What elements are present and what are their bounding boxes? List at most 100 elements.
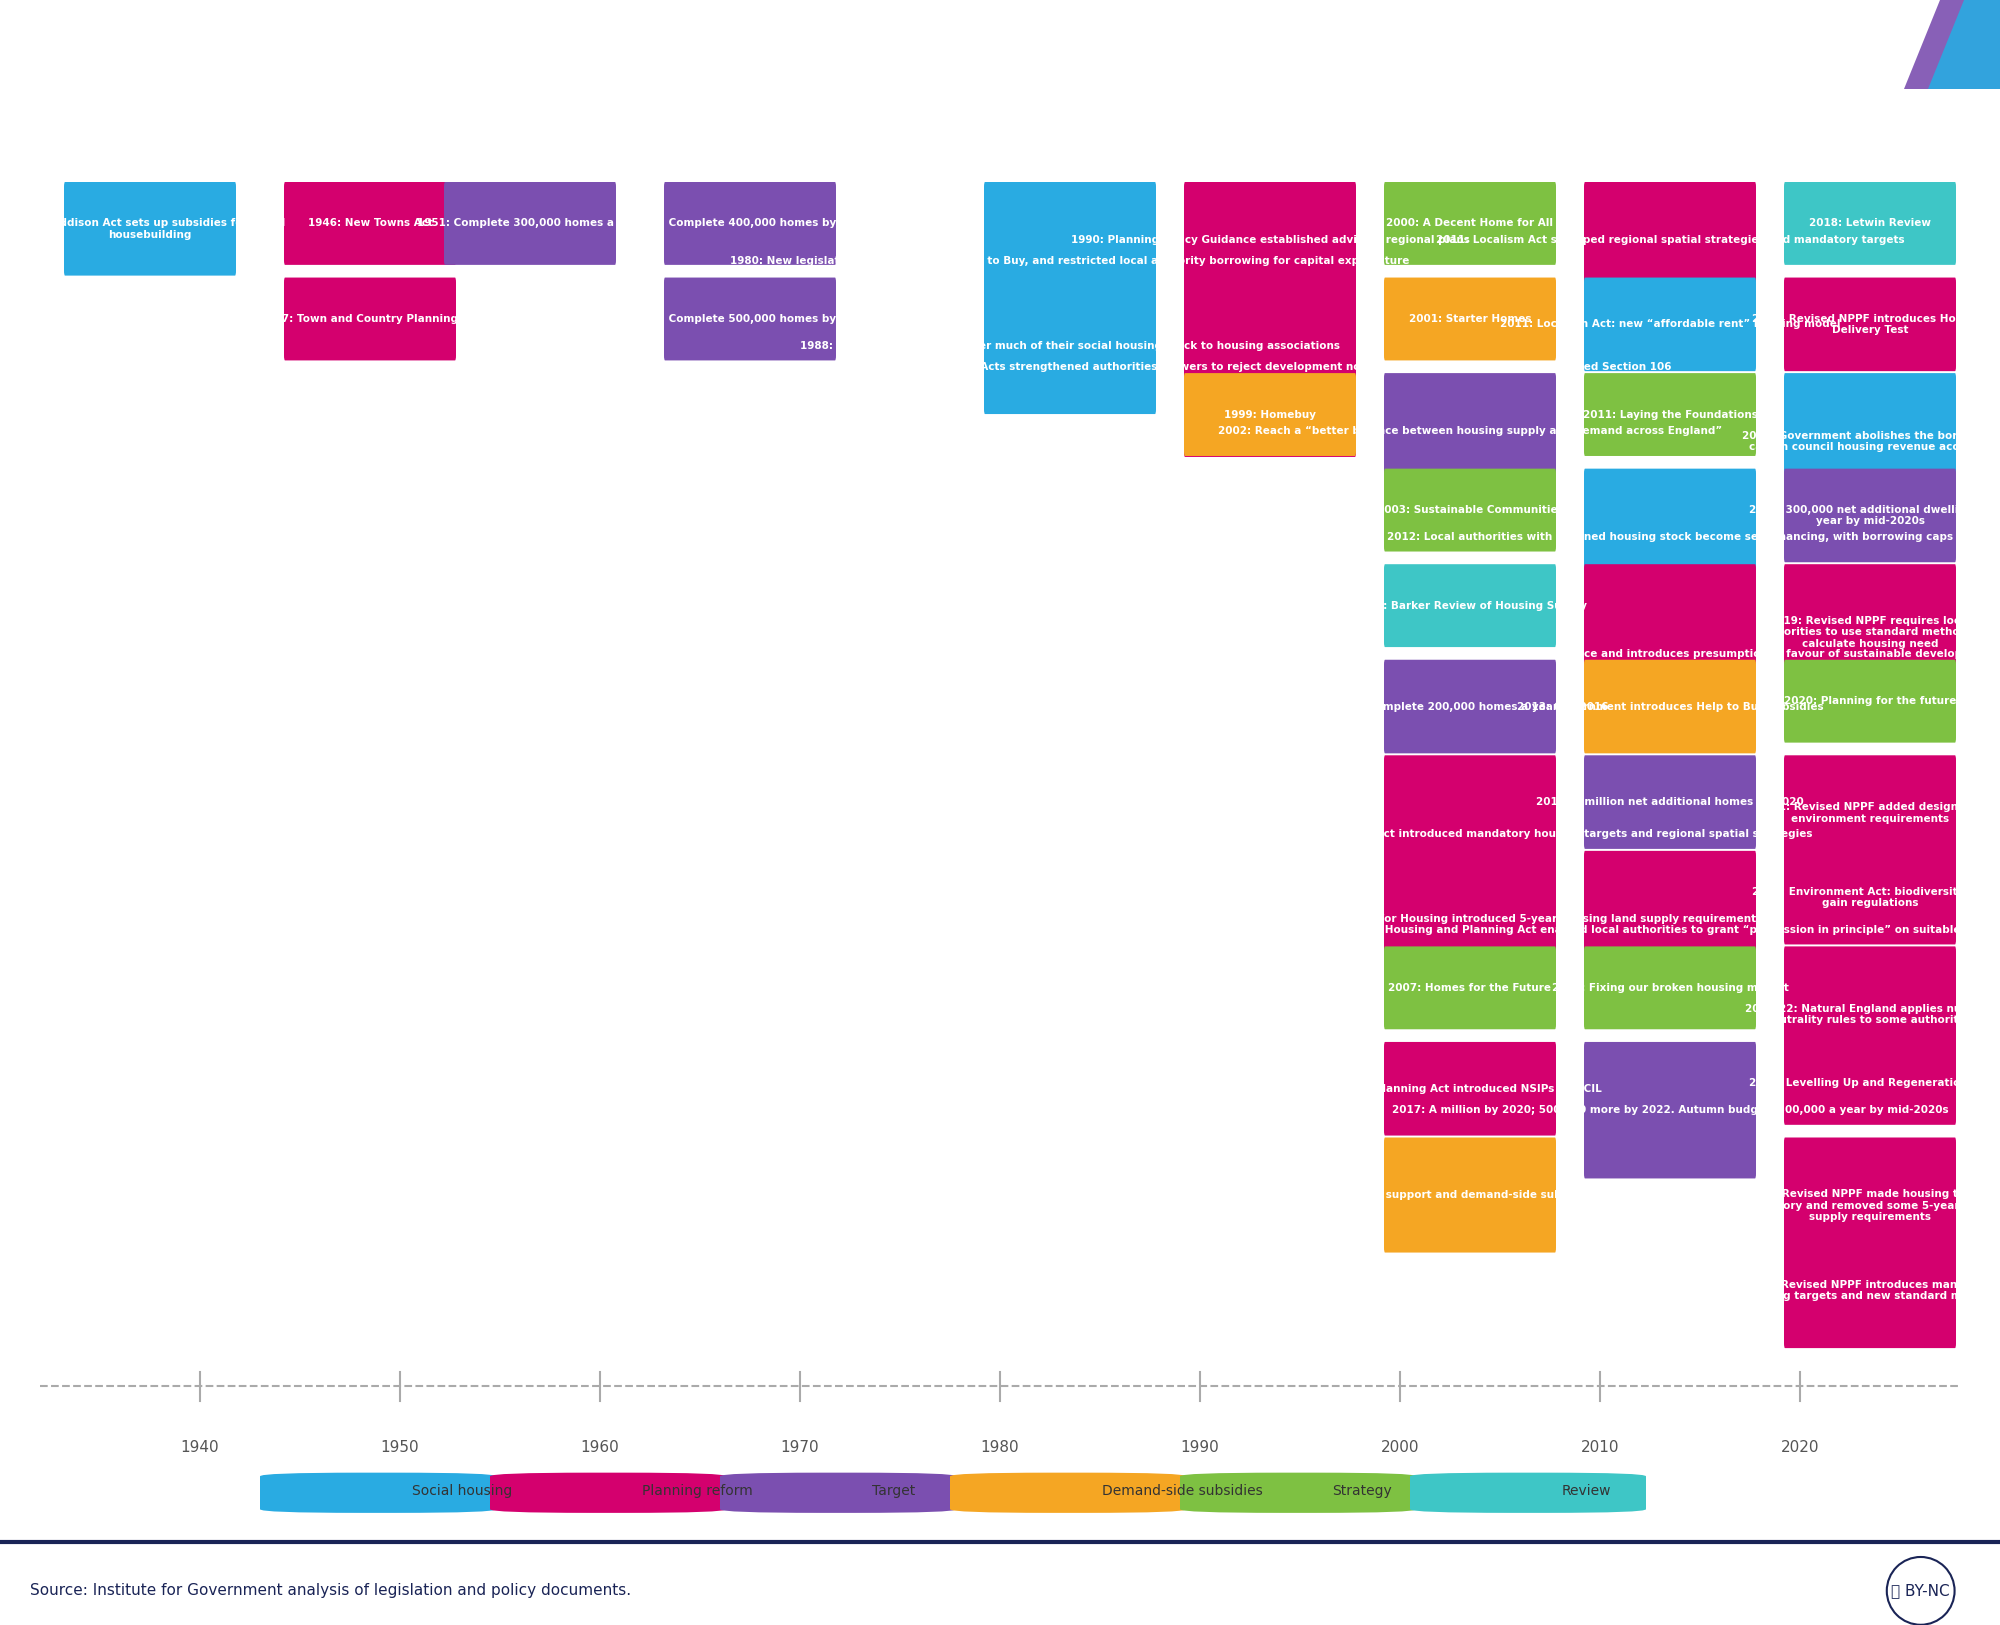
FancyBboxPatch shape: [1384, 564, 1556, 647]
Text: 2002: Reach a “better balance between housing supply and demand across England”: 2002: Reach a “better balance between ho…: [1218, 426, 1722, 436]
FancyBboxPatch shape: [444, 182, 616, 265]
Text: ⓒ BY-NC: ⓒ BY-NC: [1892, 1583, 1950, 1599]
Text: 2004: Barker Review of Housing Supply: 2004: Barker Review of Housing Supply: [1354, 601, 1586, 611]
FancyBboxPatch shape: [1784, 564, 1956, 700]
Text: 2019–22: Natural England applies nutrient neutrality rules to some authorities: 2019–22: Natural England applies nutrien…: [1746, 1004, 1994, 1025]
FancyBboxPatch shape: [1384, 182, 1556, 265]
FancyBboxPatch shape: [1784, 468, 1956, 562]
Text: 2020: Planning for the future: 2020: Planning for the future: [1784, 696, 1956, 707]
Text: 1966: Complete 500,000 homes by 1970: 1966: Complete 500,000 homes by 1970: [632, 314, 868, 323]
FancyBboxPatch shape: [1384, 660, 1556, 754]
Text: 2006: Planning Policy Statement for Housing introduced 5-year housing land suppl: 2006: Planning Policy Statement for Hous…: [1184, 915, 1756, 925]
Text: 2019: Revised NPPF requires local authorities to use standard method to calculat: 2019: Revised NPPF requires local author…: [1758, 616, 1984, 648]
FancyBboxPatch shape: [1784, 374, 1956, 510]
FancyBboxPatch shape: [1784, 182, 1956, 265]
FancyBboxPatch shape: [1784, 852, 1956, 944]
Text: 2021: Environment Act: biodiversity net gain regulations: 2021: Environment Act: biodiversity net …: [1752, 887, 1988, 908]
FancyBboxPatch shape: [1184, 182, 1356, 297]
Text: 1946: New Towns Act: 1946: New Towns Act: [308, 218, 432, 229]
FancyBboxPatch shape: [1584, 660, 1756, 754]
FancyBboxPatch shape: [1384, 374, 1556, 488]
FancyBboxPatch shape: [1184, 278, 1356, 457]
FancyBboxPatch shape: [1584, 1042, 1756, 1178]
Text: 1970: 1970: [780, 1440, 820, 1454]
FancyBboxPatch shape: [1784, 1138, 1956, 1274]
FancyBboxPatch shape: [284, 278, 456, 361]
Text: Target: Target: [872, 1484, 916, 1498]
FancyBboxPatch shape: [720, 1472, 956, 1513]
FancyBboxPatch shape: [1584, 468, 1756, 604]
Text: 2019: 300,000 net additional dwellings a year by mid-2020s: 2019: 300,000 net additional dwellings a…: [1750, 505, 1990, 526]
FancyBboxPatch shape: [1584, 182, 1756, 297]
Text: 2023: Revised NPPF made housing targets advisory and removed some 5-year land su: 2023: Revised NPPF made housing targets …: [1744, 1190, 1996, 1222]
FancyBboxPatch shape: [260, 1472, 496, 1513]
Text: 1990: Planning Policy Guidance established advisory regional plans: 1990: Planning Policy Guidance establish…: [1070, 234, 1470, 244]
Text: 1980: 1980: [980, 1440, 1020, 1454]
Text: IfG: IfG: [1882, 28, 1940, 62]
Text: 1940: 1940: [180, 1440, 220, 1454]
Text: 2017: Fixing our broken housing market: 2017: Fixing our broken housing market: [1552, 983, 1788, 993]
Text: 2021: Revised NPPF added design and environment requirements: 2021: Revised NPPF added design and envi…: [1756, 803, 1984, 824]
Text: Review: Review: [1562, 1484, 1612, 1498]
FancyBboxPatch shape: [284, 182, 456, 265]
FancyBboxPatch shape: [664, 278, 836, 361]
FancyBboxPatch shape: [490, 1472, 726, 1513]
FancyBboxPatch shape: [1384, 1042, 1556, 1136]
Text: 2012: Local authorities with retained housing stock become self-financing, with : 2012: Local authorities with retained ho…: [1386, 531, 1954, 541]
FancyBboxPatch shape: [1584, 374, 1756, 457]
Text: 1950: 1950: [380, 1440, 420, 1454]
Text: 2018: Letwin Review: 2018: Letwin Review: [1808, 218, 1932, 229]
FancyBboxPatch shape: [1784, 1233, 1956, 1349]
FancyBboxPatch shape: [1384, 468, 1556, 551]
Text: 2008: Post-crash mortgage support and demand-side subsidies for first time buyer: 2008: Post-crash mortgage support and de…: [1222, 1190, 1718, 1199]
FancyBboxPatch shape: [1784, 660, 1956, 743]
Text: 2010: 2010: [1580, 1440, 1620, 1454]
Text: 1999: Homebuy: 1999: Homebuy: [1224, 410, 1316, 419]
Text: 2004: Complete 200,000 homes a year by 2016: 2004: Complete 200,000 homes a year by 2…: [1332, 702, 1608, 712]
FancyBboxPatch shape: [1410, 1472, 1646, 1513]
FancyBboxPatch shape: [1180, 1472, 1416, 1513]
Text: 2017: A million by 2020; 500,000 more by 2022. Autumn budget: 300,000 a year by : 2017: A million by 2020; 500,000 more by…: [1392, 1105, 1948, 1115]
FancyBboxPatch shape: [1584, 852, 1756, 1009]
Text: Demand-side subsidies: Demand-side subsidies: [1102, 1484, 1262, 1498]
Text: 1960: 1960: [580, 1440, 620, 1454]
FancyBboxPatch shape: [950, 1472, 1186, 1513]
Text: 1990: 1990: [1180, 1440, 1220, 1454]
Text: 2008: Planning Act introduced NSIPs and CIL: 2008: Planning Act introduced NSIPs and …: [1338, 1084, 1602, 1094]
Text: Social housing: Social housing: [412, 1484, 512, 1498]
Text: 1988: Councils asked to transfer much of their social housing stock to housing a: 1988: Councils asked to transfer much of…: [800, 341, 1340, 351]
FancyBboxPatch shape: [1184, 374, 1356, 457]
FancyBboxPatch shape: [1784, 278, 1956, 370]
FancyBboxPatch shape: [1584, 278, 1756, 370]
FancyBboxPatch shape: [1384, 946, 1556, 1029]
Text: 2015: A million net additional homes by 2020: 2015: A million net additional homes by …: [1536, 798, 1804, 808]
FancyBboxPatch shape: [1784, 946, 1956, 1082]
Text: 2000: 2000: [1380, 1440, 1420, 1454]
Text: 2016: Housing and Planning Act enabled local authorities to grant “permission in: 2016: Housing and Planning Act enabled l…: [1348, 925, 1992, 934]
Text: 2000: A Decent Home for All: 2000: A Decent Home for All: [1386, 218, 1554, 229]
FancyBboxPatch shape: [1584, 946, 1756, 1029]
FancyBboxPatch shape: [1784, 1042, 1956, 1124]
Text: 2011: Laying the Foundations: 2011: Laying the Foundations: [1582, 410, 1758, 419]
Text: Strategy: Strategy: [1332, 1484, 1392, 1498]
Text: 1990–91: Planning Acts strengthened authorities’ powers to reject development no: 1990–91: Planning Acts strengthened auth…: [868, 362, 1672, 372]
FancyBboxPatch shape: [1384, 852, 1556, 988]
FancyBboxPatch shape: [984, 278, 1156, 414]
Text: 2007: Homes for the Future: 2007: Homes for the Future: [1388, 983, 1552, 993]
Text: 2012: NPPF streamlines national guidance and introduces presumption in favour of: 2012: NPPF streamlines national guidance…: [1348, 648, 1992, 658]
Text: 1919: Addison Act sets up subsidies for social housebuilding: 1919: Addison Act sets up subsidies for …: [14, 218, 286, 239]
FancyBboxPatch shape: [1584, 564, 1756, 744]
Polygon shape: [1928, 0, 2000, 89]
FancyBboxPatch shape: [1384, 756, 1556, 913]
Text: 2011: Localism Act: new “affordable rent” housing model: 2011: Localism Act: new “affordable rent…: [1500, 320, 1840, 330]
Text: 2020: 2020: [1780, 1440, 1820, 1454]
FancyBboxPatch shape: [1384, 1138, 1556, 1253]
Text: 2024: Revised NPPF introduces mandatory housing targets and new standard method: 2024: Revised NPPF introduces mandatory …: [1744, 1280, 1996, 1302]
Text: 1963: Complete 400,000 homes by 1965: 1963: Complete 400,000 homes by 1965: [632, 218, 868, 229]
Text: 2018: Government abolishes the borrowing cap on council housing revenue accounts: 2018: Government abolishes the borrowing…: [1742, 431, 1998, 452]
Text: 2004: Planning and Compulsory Purchase Act introduced mandatory housing targets : 2004: Planning and Compulsory Purchase A…: [1128, 829, 1812, 838]
Text: 2001: Starter Homes: 2001: Starter Homes: [1408, 314, 1532, 323]
Text: 1980: New legislation introduced the Right to Buy, and restricted local authorit: 1980: New legislation introduced the Rig…: [730, 257, 1410, 266]
FancyBboxPatch shape: [64, 182, 236, 276]
Polygon shape: [1904, 0, 2000, 89]
